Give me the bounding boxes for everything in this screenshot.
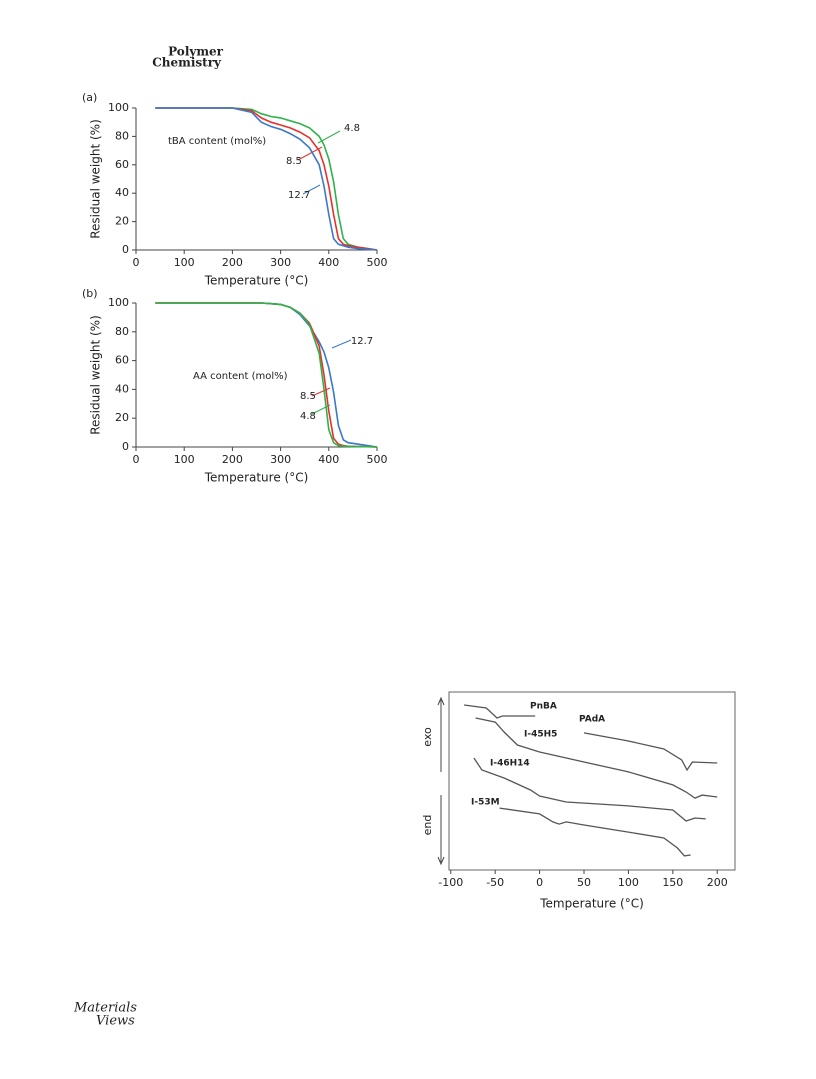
series-label: 4.8	[344, 123, 360, 134]
x-axis-label: Temperature (°C)	[204, 471, 309, 485]
y-tick-label: 100	[108, 296, 129, 309]
x-tick-label: 0	[133, 453, 140, 466]
series-label: I-45H5	[524, 730, 557, 740]
journal-name: Chemistry	[152, 56, 222, 70]
x-tick-label: 150	[662, 876, 683, 889]
panel-label: (a)	[82, 91, 97, 104]
x-tick-label: 400	[318, 453, 339, 466]
annotation: tBA content (mol%)	[168, 136, 266, 147]
series-label: I-46H14	[490, 759, 530, 769]
x-tick-label: 200	[707, 876, 728, 889]
x-tick-label: 100	[174, 256, 195, 269]
x-tick-label: 0	[536, 876, 543, 889]
x-axis-label: Temperature (°C)	[204, 274, 309, 288]
x-tick-label: 100	[618, 876, 639, 889]
series-label: 12.7	[351, 336, 373, 347]
x-tick-label: 0	[133, 256, 140, 269]
label-leader	[297, 146, 323, 161]
y-tick-label: 40	[115, 186, 129, 199]
y-axis-label: Residual weight (%)	[89, 315, 103, 435]
label-leader	[311, 387, 331, 397]
series-label: 8.5	[300, 391, 316, 402]
y-label-end: end	[421, 815, 434, 836]
x-tick-label: 200	[222, 256, 243, 269]
label-leader	[302, 184, 321, 195]
x-tick-label: 500	[367, 256, 388, 269]
y-tick-label: 20	[115, 411, 129, 424]
series-line	[473, 757, 706, 822]
y-tick-label: 80	[115, 129, 129, 142]
y-tick-label: 60	[115, 354, 129, 367]
series-line	[464, 704, 536, 719]
y-tick-label: 40	[115, 382, 129, 395]
y-axis-label: Residual weight (%)	[89, 119, 103, 239]
logo: Materials	[73, 1001, 137, 1016]
x-axis-label: Temperature (°C)	[539, 897, 644, 911]
x-tick-label: 100	[174, 453, 195, 466]
x-tick-label: 300	[270, 256, 291, 269]
x-tick-label: 50	[577, 876, 591, 889]
logo: Views	[96, 1014, 135, 1029]
series-line	[155, 107, 378, 251]
series-label: 8.5	[286, 156, 302, 167]
series-line	[155, 107, 378, 251]
series-label: 4.8	[300, 411, 316, 422]
label-leader	[331, 339, 352, 349]
y-tick-label: 60	[115, 158, 129, 171]
x-tick-label: -50	[486, 876, 504, 889]
arrow-head	[437, 696, 445, 706]
panel-label: (b)	[82, 287, 98, 300]
annotation: AA content (mol%)	[193, 371, 288, 382]
series-label: PAdA	[579, 715, 605, 725]
x-tick-label: 400	[318, 256, 339, 269]
y-tick-label: 0	[122, 243, 129, 256]
x-tick-label: -100	[438, 876, 463, 889]
arrow-head	[437, 856, 445, 866]
x-tick-label: 200	[222, 453, 243, 466]
y-tick-label: 20	[115, 215, 129, 228]
series-line	[475, 717, 718, 799]
plot-frame	[448, 691, 736, 871]
series-label: I-53M	[471, 798, 500, 808]
series-line	[583, 732, 718, 772]
y-label-exo: exo	[421, 727, 434, 747]
series-line	[155, 107, 378, 251]
y-tick-label: 80	[115, 325, 129, 338]
label-leader	[311, 404, 331, 415]
series-line	[499, 807, 691, 857]
x-tick-label: 500	[367, 453, 388, 466]
y-tick-label: 0	[122, 440, 129, 453]
series-label: 12.7	[288, 190, 310, 201]
series-label: PnBA	[530, 702, 557, 712]
x-tick-label: 300	[270, 453, 291, 466]
y-tick-label: 100	[108, 101, 129, 114]
journal-name: Polymer	[168, 45, 224, 59]
series-line	[155, 302, 378, 448]
label-leader	[317, 130, 341, 144]
